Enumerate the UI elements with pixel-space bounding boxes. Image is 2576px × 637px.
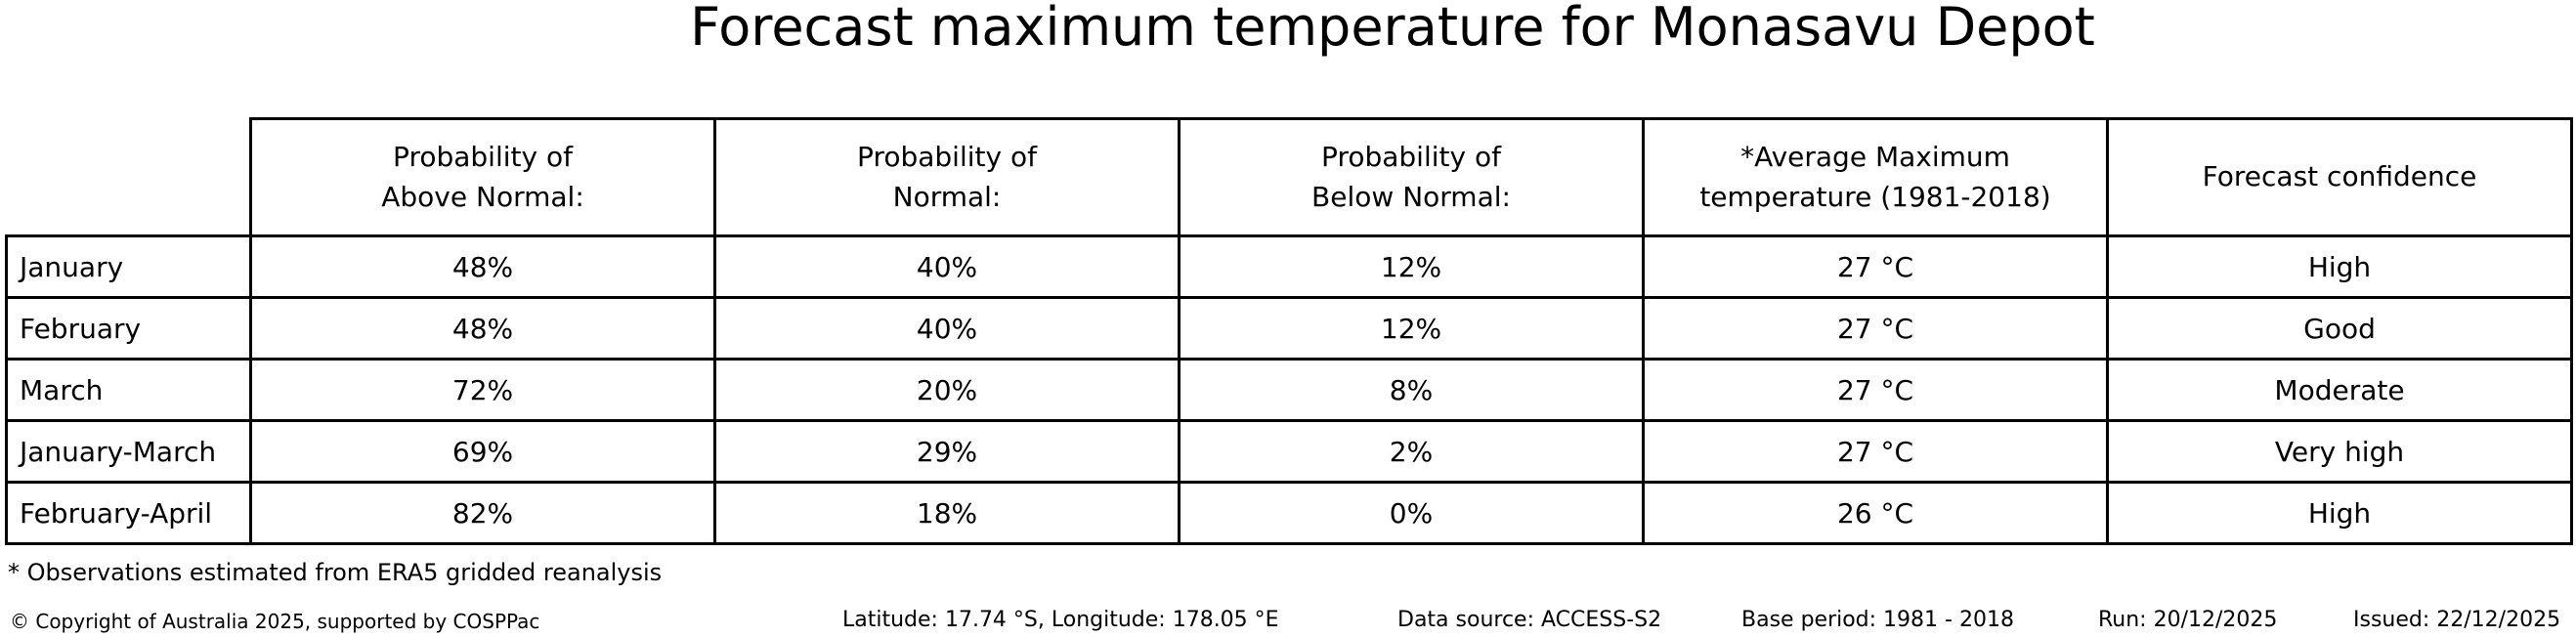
cell-above-normal: 48%: [249, 234, 716, 299]
cell-average-max: 26 °C: [1642, 481, 2109, 545]
cell-below-normal: 0%: [1178, 481, 1645, 545]
cell-above-normal: 48%: [249, 296, 716, 361]
table-row: January 48% 40% 12% 27 °C High: [5, 234, 2573, 299]
table-row: February 48% 40% 12% 27 °C Good: [5, 296, 2573, 361]
cell-average-max: 27 °C: [1642, 234, 2109, 299]
cell-confidence: High: [2106, 234, 2573, 299]
cell-confidence: High: [2106, 481, 2573, 545]
row-label: February: [5, 296, 252, 361]
header-probability-below-normal: Probability of Below Normal:: [1178, 117, 1645, 237]
cell-normal: 29%: [713, 419, 1181, 484]
table-row: March 72% 20% 8% 27 °C Moderate: [5, 358, 2573, 422]
row-label: January: [5, 234, 252, 299]
cell-average-max: 27 °C: [1642, 358, 2109, 422]
cell-confidence: Moderate: [2106, 358, 2573, 422]
header-probability-normal: Probability of Normal:: [713, 117, 1181, 237]
cell-normal: 40%: [713, 234, 1181, 299]
cell-normal: 18%: [713, 481, 1181, 545]
cell-confidence: Very high: [2106, 419, 2573, 484]
table-corner-cell: [7, 119, 251, 236]
table-row: January-March 69% 29% 2% 27 °C Very high: [5, 419, 2573, 484]
table-row: February-April 82% 18% 0% 26 °C High: [5, 481, 2573, 545]
row-label: January-March: [5, 419, 252, 484]
cell-normal: 40%: [713, 296, 1181, 361]
header-average-max-temperature: *Average Maximum temperature (1981-2018): [1642, 117, 2109, 237]
copyright-text: © Copyright of Australia 2025, supported…: [10, 610, 540, 633]
table-header-row: Probability of Above Normal: Probability…: [7, 117, 2573, 237]
observations-footnote: * Observations estimated from ERA5 gridd…: [8, 559, 663, 586]
row-label: February-April: [5, 481, 252, 545]
base-period-text: Base period: 1981 - 2018: [1741, 608, 2014, 632]
header-probability-above-normal: Probability of Above Normal:: [249, 117, 716, 237]
cell-average-max: 27 °C: [1642, 296, 2109, 361]
cell-above-normal: 72%: [249, 358, 716, 422]
cell-above-normal: 69%: [249, 419, 716, 484]
cell-below-normal: 8%: [1178, 358, 1645, 422]
cell-normal: 20%: [713, 358, 1181, 422]
cell-confidence: Good: [2106, 296, 2573, 361]
cell-below-normal: 12%: [1178, 296, 1645, 361]
cell-above-normal: 82%: [249, 481, 716, 545]
cell-average-max: 27 °C: [1642, 419, 2109, 484]
row-label: March: [5, 358, 252, 422]
issued-date-text: Issued: 22/12/2025: [2353, 608, 2561, 632]
location-coordinates: Latitude: 17.74 °S, Longitude: 178.05 °E: [842, 608, 1279, 632]
forecast-table: Probability of Above Normal: Probability…: [5, 117, 2573, 545]
cell-below-normal: 12%: [1178, 234, 1645, 299]
page-title: Forecast maximum temperature for Monasav…: [690, 0, 2095, 58]
cell-below-normal: 2%: [1178, 419, 1645, 484]
run-date-text: Run: 20/12/2025: [2098, 608, 2278, 632]
header-forecast-confidence: Forecast confidence: [2106, 117, 2573, 237]
data-source-text: Data source: ACCESS-S2: [1397, 608, 1662, 632]
